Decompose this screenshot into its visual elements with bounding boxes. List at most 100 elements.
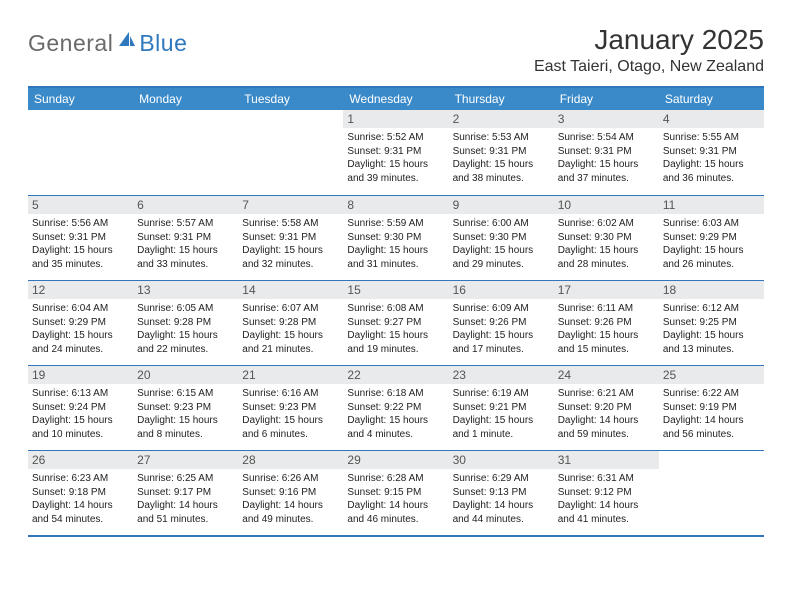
cell-details: Sunrise: 5:59 AMSunset: 9:30 PMDaylight:… <box>347 217 444 271</box>
cell-details: Sunrise: 6:08 AMSunset: 9:27 PMDaylight:… <box>347 302 444 356</box>
calendar-cell: . <box>133 110 238 195</box>
daylight-text: Daylight: 14 hours and 51 minutes. <box>137 499 234 526</box>
sunset-text: Sunset: 9:28 PM <box>242 316 339 330</box>
day-header: Friday <box>554 88 659 110</box>
cell-details: Sunrise: 5:54 AMSunset: 9:31 PMDaylight:… <box>558 131 655 185</box>
sunrise-text: Sunrise: 5:55 AM <box>663 131 760 145</box>
sunrise-text: Sunrise: 6:03 AM <box>663 217 760 231</box>
calendar-cell: 29 Sunrise: 6:28 AMSunset: 9:15 PMDayligh… <box>343 450 448 535</box>
sunset-text: Sunset: 9:29 PM <box>663 231 760 245</box>
sunset-text: Sunset: 9:16 PM <box>242 486 339 500</box>
daylight-text: Daylight: 15 hours and 38 minutes. <box>453 158 550 185</box>
daylight-text: Daylight: 14 hours and 59 minutes. <box>558 414 655 441</box>
cell-details: Sunrise: 6:15 AMSunset: 9:23 PMDaylight:… <box>137 387 234 441</box>
daylight-text: Daylight: 15 hours and 8 minutes. <box>137 414 234 441</box>
cell-details: Sunrise: 6:03 AMSunset: 9:29 PMDaylight:… <box>663 217 760 271</box>
cell-details: Sunrise: 6:25 AMSunset: 9:17 PMDaylight:… <box>137 472 234 526</box>
sunrise-text: Sunrise: 5:59 AM <box>347 217 444 231</box>
daylight-text: Daylight: 15 hours and 36 minutes. <box>663 158 760 185</box>
sunset-text: Sunset: 9:23 PM <box>242 401 339 415</box>
sunset-text: Sunset: 9:25 PM <box>663 316 760 330</box>
day-number: 31 <box>554 451 659 469</box>
day-number: 24 <box>554 366 659 384</box>
cell-details: Sunrise: 6:21 AMSunset: 9:20 PMDaylight:… <box>558 387 655 441</box>
cell-details: Sunrise: 6:07 AMSunset: 9:28 PMDaylight:… <box>242 302 339 356</box>
calendar-cell: 21Sunrise: 6:16 AMSunset: 9:23 PMDayligh… <box>238 365 343 450</box>
calendar-cell: 4Sunrise: 5:55 AMSunset: 9:31 PMDaylight… <box>659 110 764 195</box>
day-number: 9 <box>449 196 554 214</box>
cell-details: Sunrise: 6:28 AMSunset: 9:15 PMDaylight:… <box>347 472 444 526</box>
calendar-cell: . <box>28 110 133 195</box>
logo-text-general: General <box>28 30 113 57</box>
day-number: 23 <box>449 366 554 384</box>
day-number: 16 <box>449 281 554 299</box>
sunrise-text: Sunrise: 6:08 AM <box>347 302 444 316</box>
calendar-cell: 9 Sunrise: 6:00 AMSunset: 9:30 PMDaylight… <box>449 195 554 280</box>
day-number: 22 <box>343 366 448 384</box>
daylight-text: Daylight: 15 hours and 35 minutes. <box>32 244 129 271</box>
daylight-text: Daylight: 14 hours and 44 minutes. <box>453 499 550 526</box>
sunset-text: Sunset: 9:20 PM <box>558 401 655 415</box>
sunrise-text: Sunrise: 5:53 AM <box>453 131 550 145</box>
calendar-cell: 15Sunrise: 6:08 AMSunset: 9:27 PMDayligh… <box>343 280 448 365</box>
sunset-text: Sunset: 9:22 PM <box>347 401 444 415</box>
sunset-text: Sunset: 9:26 PM <box>558 316 655 330</box>
day-number: 29 <box>343 451 448 469</box>
cell-details: Sunrise: 6:00 AMSunset: 9:30 PMDaylight:… <box>453 217 550 271</box>
daylight-text: Daylight: 15 hours and 28 minutes. <box>558 244 655 271</box>
calendar-cell: 5Sunrise: 5:56 AMSunset: 9:31 PMDaylight… <box>28 195 133 280</box>
sunrise-text: Sunrise: 6:16 AM <box>242 387 339 401</box>
sunrise-text: Sunrise: 6:19 AM <box>453 387 550 401</box>
calendar-cell: 28Sunrise: 6:26 AMSunset: 9:16 PMDayligh… <box>238 450 343 535</box>
day-number: 7 <box>238 196 343 214</box>
calendar-grid: SundayMondayTuesdayWednesdayThursdayFrid… <box>28 86 764 537</box>
sunrise-text: Sunrise: 6:04 AM <box>32 302 129 316</box>
daylight-text: Daylight: 15 hours and 39 minutes. <box>347 158 444 185</box>
sunset-text: Sunset: 9:13 PM <box>453 486 550 500</box>
cell-details: Sunrise: 6:18 AMSunset: 9:22 PMDaylight:… <box>347 387 444 441</box>
sunrise-text: Sunrise: 6:05 AM <box>137 302 234 316</box>
cell-details: Sunrise: 6:22 AMSunset: 9:19 PMDaylight:… <box>663 387 760 441</box>
calendar-cell: 1Sunrise: 5:52 AMSunset: 9:31 PMDaylight… <box>343 110 448 195</box>
daylight-text: Daylight: 14 hours and 56 minutes. <box>663 414 760 441</box>
daylight-text: Daylight: 15 hours and 17 minutes. <box>453 329 550 356</box>
sunset-text: Sunset: 9:27 PM <box>347 316 444 330</box>
cell-details: Sunrise: 5:53 AMSunset: 9:31 PMDaylight:… <box>453 131 550 185</box>
daylight-text: Daylight: 15 hours and 26 minutes. <box>663 244 760 271</box>
calendar-cell: 22 Sunrise: 6:18 AMSunset: 9:22 PMDayligh… <box>343 365 448 450</box>
daylight-text: Daylight: 15 hours and 24 minutes. <box>32 329 129 356</box>
header: General Blue January 2025 East Taieri, O… <box>28 24 764 76</box>
sunset-text: Sunset: 9:30 PM <box>453 231 550 245</box>
logo-text-blue: Blue <box>139 30 187 57</box>
day-number: 21 <box>238 366 343 384</box>
sunrise-text: Sunrise: 6:21 AM <box>558 387 655 401</box>
calendar-cell: 20Sunrise: 6:15 AMSunset: 9:23 PMDayligh… <box>133 365 238 450</box>
day-number: 12 <box>28 281 133 299</box>
cell-details: Sunrise: 6:05 AMSunset: 9:28 PMDaylight:… <box>137 302 234 356</box>
sunset-text: Sunset: 9:31 PM <box>558 145 655 159</box>
daylight-text: Daylight: 15 hours and 33 minutes. <box>137 244 234 271</box>
calendar-cell: 17Sunrise: 6:11 AMSunset: 9:26 PMDayligh… <box>554 280 659 365</box>
calendar-cell: 19Sunrise: 6:13 AMSunset: 9:24 PMDayligh… <box>28 365 133 450</box>
sunset-text: Sunset: 9:26 PM <box>453 316 550 330</box>
day-number: 3 <box>554 110 659 128</box>
cell-details: Sunrise: 6:12 AMSunset: 9:25 PMDaylight:… <box>663 302 760 356</box>
daylight-text: Daylight: 15 hours and 10 minutes. <box>32 414 129 441</box>
sunrise-text: Sunrise: 6:12 AM <box>663 302 760 316</box>
calendar-cell: . <box>238 110 343 195</box>
day-header: Wednesday <box>343 88 448 110</box>
sunset-text: Sunset: 9:29 PM <box>32 316 129 330</box>
sunrise-text: Sunrise: 6:07 AM <box>242 302 339 316</box>
sunrise-text: Sunrise: 6:23 AM <box>32 472 129 486</box>
calendar-cell: 31Sunrise: 6:31 AMSunset: 9:12 PMDayligh… <box>554 450 659 535</box>
calendar-cell: 16Sunrise: 6:09 AMSunset: 9:26 PMDayligh… <box>449 280 554 365</box>
sunrise-text: Sunrise: 6:11 AM <box>558 302 655 316</box>
calendar-cell: 25Sunrise: 6:22 AMSunset: 9:19 PMDayligh… <box>659 365 764 450</box>
calendar-cell: 24 Sunrise: 6:21 AMSunset: 9:20 PMDayligh… <box>554 365 659 450</box>
calendar-cell: 11Sunrise: 6:03 AMSunset: 9:29 PMDayligh… <box>659 195 764 280</box>
cell-details: Sunrise: 6:13 AMSunset: 9:24 PMDaylight:… <box>32 387 129 441</box>
cell-details: Sunrise: 6:23 AMSunset: 9:18 PMDaylight:… <box>32 472 129 526</box>
daylight-text: Daylight: 15 hours and 1 minute. <box>453 414 550 441</box>
day-number: 5 <box>28 196 133 214</box>
daylight-text: Daylight: 15 hours and 32 minutes. <box>242 244 339 271</box>
